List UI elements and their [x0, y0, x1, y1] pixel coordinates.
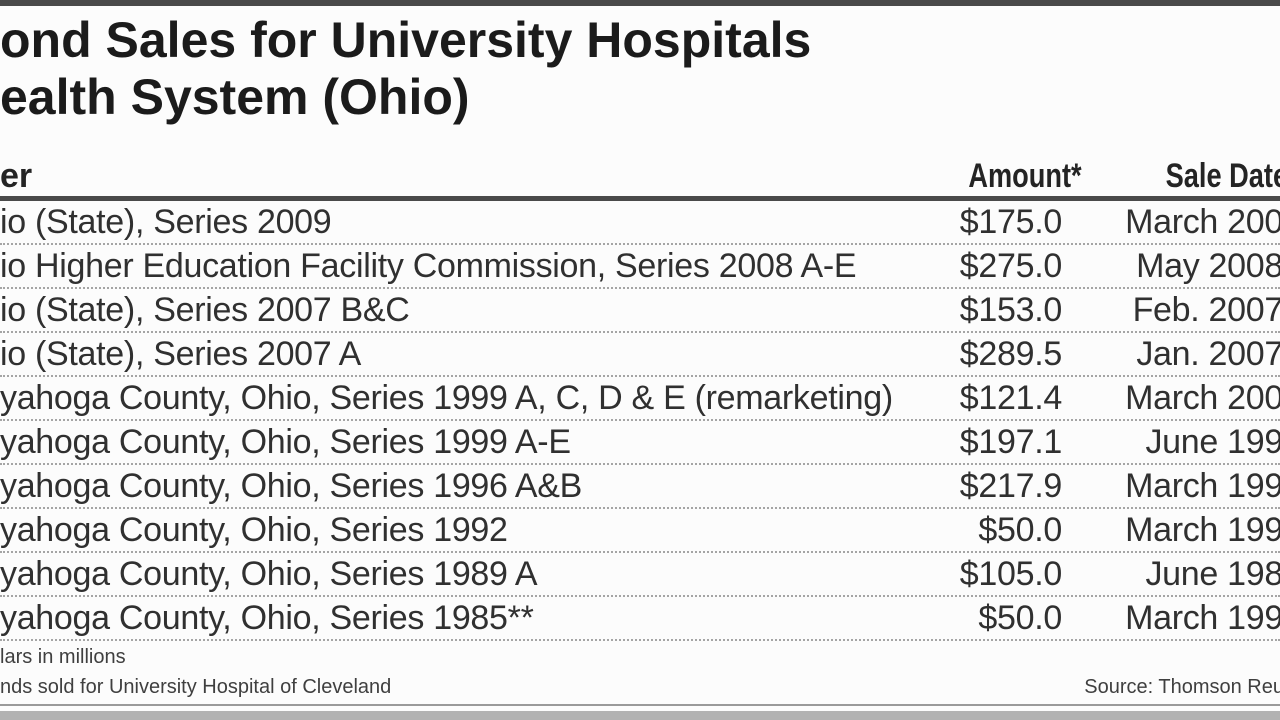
issuer-cell: yahoga County, Ohio, Series 1989 A [0, 555, 538, 593]
amount-column-header: Amount* [968, 157, 1082, 195]
top-border-bar [0, 0, 1280, 6]
amount-cell: $50.0 [978, 511, 1062, 549]
sale-date-cell: March 199 [1125, 467, 1280, 505]
amount-cell: $121.4 [959, 379, 1063, 417]
chart-title-line2: ealth System (Ohio) [0, 69, 470, 125]
issuer-cell: io (State), Series 2007 A [0, 335, 362, 373]
sale-date-cell: June 198 [1145, 555, 1280, 593]
footnote-dollars: lars in millions [0, 646, 126, 668]
amount-cell: $50.0 [978, 599, 1062, 637]
issuer-column-header: er [0, 157, 33, 195]
table-row: io (State), Series 2007 A $289.5 Jan. 20… [0, 333, 1280, 377]
table-body: io (State), Series 2009 $175.0 March 200… [0, 201, 1280, 641]
issuer-cell: yahoga County, Ohio, Series 1999 A-E [0, 423, 571, 461]
issuer-cell: io (State), Series 2009 [0, 203, 332, 241]
chart-title-line1: ond Sales for University Hospitals [0, 12, 812, 68]
table-row: yahoga County, Ohio, Series 1999 A-E $19… [0, 421, 1280, 465]
chart-title: ond Sales for University Hospitals ealth… [0, 12, 811, 126]
footnote-bonds: nds sold for University Hospital of Clev… [0, 676, 392, 698]
amount-cell: $289.5 [959, 335, 1063, 373]
issuer-cell: io (State), Series 2007 B&C [0, 291, 410, 329]
issuer-cell: yahoga County, Ohio, Series 1985** [0, 599, 534, 637]
issuer-cell: yahoga County, Ohio, Series 1992 [0, 511, 508, 549]
amount-cell: $197.1 [959, 423, 1063, 461]
amount-cell: $153.0 [959, 291, 1063, 329]
header-divider-rule [0, 196, 1280, 201]
sale-date-cell: Feb. 2007 [1132, 291, 1280, 329]
table-row: yahoga County, Ohio, Series 1996 A&B $21… [0, 465, 1280, 509]
sale-date-cell: March 200 [1125, 379, 1280, 417]
sale-date-cell: May 2008 [1136, 247, 1280, 285]
sale-date-column-header: Sale Date [1165, 157, 1280, 195]
issuer-cell: io Higher Education Facility Commission,… [0, 247, 857, 285]
sale-date-cell: March 200 [1125, 203, 1280, 241]
bottom-divider-rule [0, 704, 1280, 706]
amount-cell: $175.0 [959, 203, 1063, 241]
bottom-border-bar [0, 711, 1280, 720]
table-row: yahoga County, Ohio, Series 1989 A $105.… [0, 553, 1280, 597]
sale-date-cell: Jan. 2007 [1136, 335, 1280, 373]
amount-cell: $217.9 [959, 467, 1063, 505]
table-row: yahoga County, Ohio, Series 1992 $50.0 M… [0, 509, 1280, 553]
table-row: io (State), Series 2007 B&C $153.0 Feb. … [0, 289, 1280, 333]
sale-date-cell: March 199 [1125, 511, 1280, 549]
amount-cell: $275.0 [959, 247, 1063, 285]
amount-cell: $105.0 [959, 555, 1063, 593]
table-header-row: er Amount* Sale Date [0, 156, 1280, 196]
table-row: io Higher Education Facility Commission,… [0, 245, 1280, 289]
source-credit: Source: Thomson Reu [1084, 676, 1280, 698]
sale-date-cell: June 199 [1145, 423, 1280, 461]
sale-date-cell: March 199 [1125, 599, 1280, 637]
issuer-cell: yahoga County, Ohio, Series 1996 A&B [0, 467, 583, 505]
table-row: io (State), Series 2009 $175.0 March 200 [0, 201, 1280, 245]
table-row: yahoga County, Ohio, Series 1985** $50.0… [0, 597, 1280, 641]
footnotes: lars in millions nds sold for University… [0, 642, 391, 702]
issuer-cell: yahoga County, Ohio, Series 1999 A, C, D… [0, 379, 893, 417]
table-row: yahoga County, Ohio, Series 1999 A, C, D… [0, 377, 1280, 421]
